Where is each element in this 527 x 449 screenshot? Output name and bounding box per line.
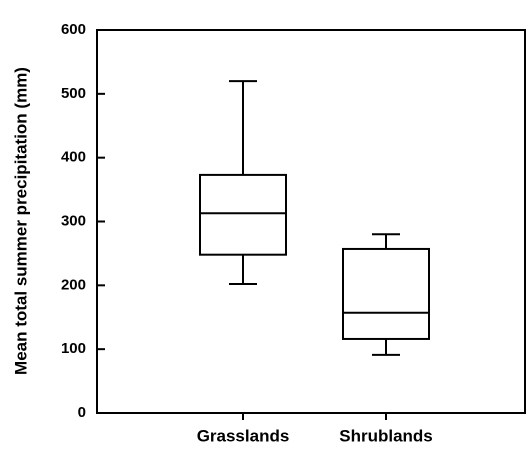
box	[342, 247, 430, 340]
y-tick-label: 600	[61, 21, 86, 38]
x-tick-label: Grasslands	[197, 426, 290, 445]
box	[199, 173, 287, 256]
x-tick-label: Shrublands	[339, 426, 433, 445]
y-tick-label: 500	[61, 85, 86, 102]
y-tick-label: 200	[61, 276, 86, 293]
y-axis-label: Mean total summer precipitation (mm)	[11, 67, 30, 375]
y-tick-label: 400	[61, 149, 86, 166]
plot-frame	[96, 29, 526, 414]
y-tick-label: 100	[61, 340, 86, 357]
y-tick-label: 300	[61, 212, 86, 229]
y-tick-label: 0	[78, 404, 86, 421]
